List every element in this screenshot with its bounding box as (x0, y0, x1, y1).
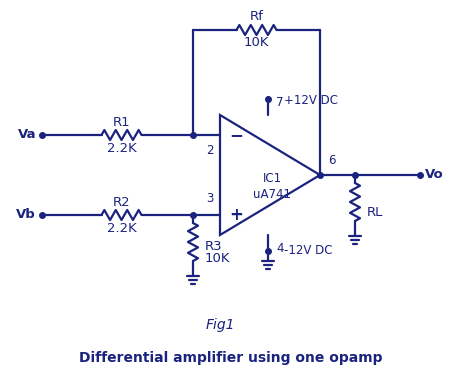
Text: Rf: Rf (250, 10, 263, 23)
Text: RL: RL (367, 206, 383, 218)
Text: -12V DC: -12V DC (284, 244, 332, 257)
Text: IC1
uA741: IC1 uA741 (253, 172, 291, 201)
Text: 3: 3 (206, 193, 214, 206)
Text: −: − (229, 126, 243, 144)
Text: 6: 6 (328, 154, 336, 167)
Text: 2: 2 (206, 144, 214, 157)
Text: 2.2K: 2.2K (106, 221, 137, 234)
Text: R3: R3 (205, 241, 223, 254)
Text: 2.2K: 2.2K (106, 141, 137, 154)
Text: Va: Va (18, 129, 36, 141)
Text: 10K: 10K (205, 252, 231, 265)
Text: Vo: Vo (425, 169, 444, 182)
Text: 7: 7 (276, 95, 283, 108)
Text: 4: 4 (276, 242, 283, 254)
Text: +: + (229, 206, 243, 224)
Text: +12V DC: +12V DC (284, 93, 338, 106)
Text: 10K: 10K (244, 36, 269, 49)
Text: Differential amplifier using one opamp: Differential amplifier using one opamp (79, 351, 383, 365)
Text: Vb: Vb (16, 208, 36, 221)
Text: R2: R2 (113, 195, 130, 208)
Text: R1: R1 (113, 116, 130, 129)
Text: Fig1: Fig1 (205, 318, 235, 332)
